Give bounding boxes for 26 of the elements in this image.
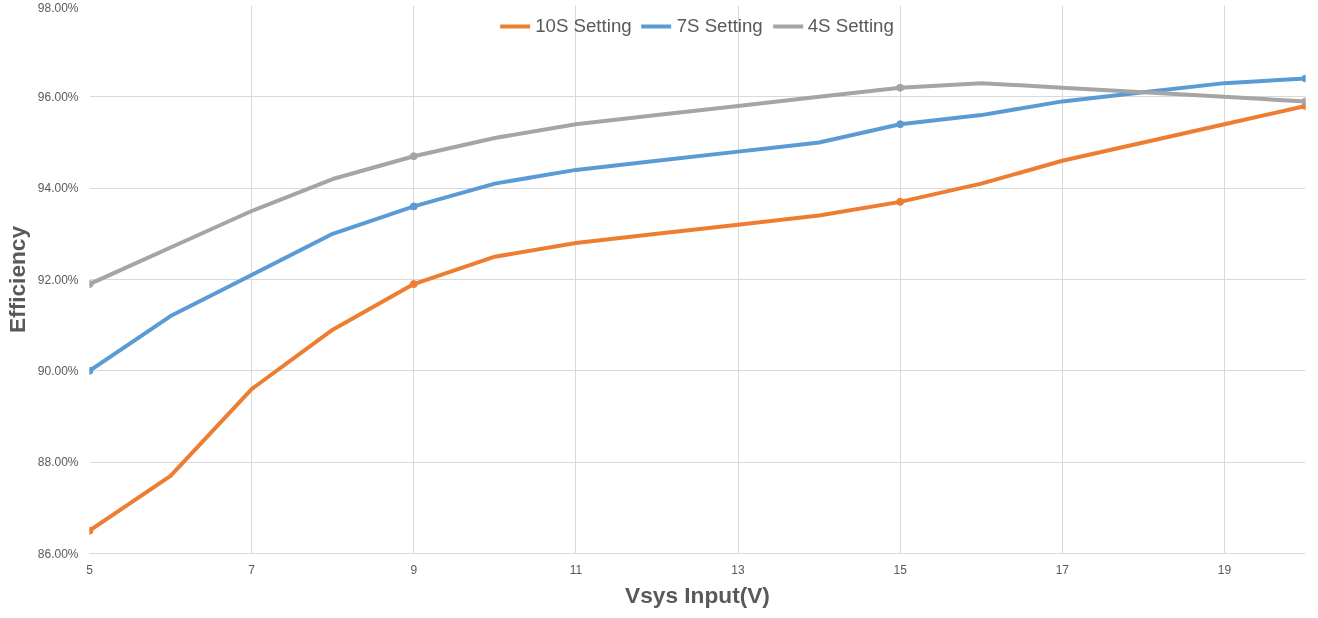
point <box>896 83 905 92</box>
x-tick-label: 9 <box>410 562 418 577</box>
y-tick-label: 86.00% <box>37 546 79 561</box>
y-tick-label: 92.00% <box>37 272 79 287</box>
point <box>896 120 905 129</box>
y-axis-title: Efficiency <box>3 225 30 334</box>
legend-label: 7S Setting <box>676 15 763 37</box>
y-tick-label: 90.00% <box>37 363 79 378</box>
legend-label: 4S Setting <box>807 15 894 37</box>
point <box>409 152 418 161</box>
point <box>896 197 905 206</box>
x-tick-label: 5 <box>86 562 94 577</box>
x-tick-label: 11 <box>569 562 583 577</box>
y-tick-label: 94.00% <box>37 181 79 196</box>
x-tick-label: 19 <box>1217 562 1232 577</box>
x-tick-label: 7 <box>248 562 256 577</box>
legend-label: 10S Setting <box>535 15 632 37</box>
y-tick-label: 96.00% <box>37 89 79 104</box>
y-tick-label: 88.00% <box>37 455 79 470</box>
x-tick-label: 15 <box>893 562 908 577</box>
point <box>409 202 418 211</box>
x-axis-title: Vsys Input(V) <box>625 581 770 608</box>
x-tick-label: 13 <box>731 562 746 577</box>
y-tick-label: 98.00% <box>37 0 79 15</box>
x-tick-label: 17 <box>1055 562 1070 577</box>
point <box>409 280 418 289</box>
